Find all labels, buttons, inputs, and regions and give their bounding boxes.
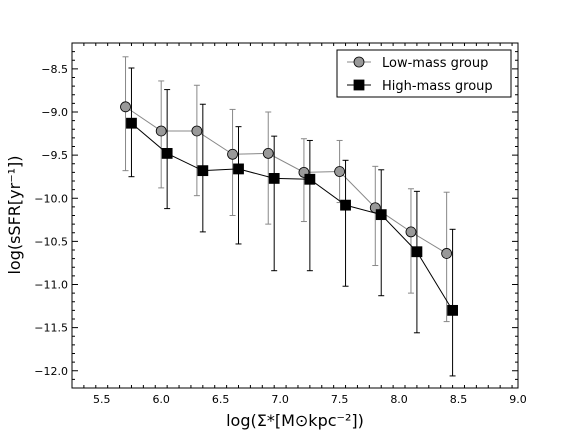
legend-marker [353,56,365,68]
data-point [405,226,417,238]
y-tick-label: −9.0 [41,106,68,119]
series-line [125,106,447,254]
legend-label: Low-mass group [382,56,488,71]
data-point [304,173,316,185]
legend-marker [353,79,365,91]
x-tick-label: 7.5 [331,393,349,406]
x-tick-label: 6.0 [152,393,170,406]
data-point [375,209,387,221]
data-point [227,148,238,160]
y-tick-label: −8.5 [41,63,68,76]
data-point [233,163,244,175]
x-tick-label: 7.0 [271,393,289,406]
data-point [161,147,173,159]
x-axis-label: log(Σ*[M⊙kpc⁻²]) [226,411,364,430]
plot-frame [71,42,519,389]
data-point [334,166,346,177]
x-tick-label: 5.5 [93,393,111,406]
data-point [447,304,458,316]
y-tick-label: −11.0 [34,279,68,292]
y-tick-label: −10.0 [34,192,68,205]
data-point [197,165,209,177]
x-tick-label: 8.0 [390,393,408,406]
y-axis-label: log(sSFR[yr⁻¹]) [5,155,24,274]
x-tick-label: 6.5 [212,393,230,406]
data-point [191,125,203,137]
series-1 [120,56,453,323]
x-tick-label: 9.0 [509,393,527,406]
series-line [131,122,454,311]
legend-label: High-mass group [382,79,493,94]
data-point [340,199,351,211]
data-point [155,125,167,137]
data-point [126,117,137,129]
ticks-layer: 5.5 6.0 6.5 7.0 7.5 8.0 8.5 9.0 −12.0 −11.5 −11.0 −… [34,42,527,406]
data-point [262,147,274,159]
legend-box [336,49,512,98]
data-point [120,101,131,113]
data-point [411,246,423,258]
legend-entries: Low-mass group High-mass group [347,56,493,94]
x-tick-label: 8.5 [450,393,468,406]
data-point [268,173,280,184]
data-point [441,248,453,259]
series-2 [126,67,458,377]
legend: Low-mass group High-mass group [336,49,512,98]
y-tick-label: −10.5 [34,235,68,248]
series-layer [120,56,458,377]
y-tick-label: −12.0 [34,365,68,378]
y-tick-label: −11.5 [34,322,68,335]
y-tick-label: −9.5 [41,149,68,162]
